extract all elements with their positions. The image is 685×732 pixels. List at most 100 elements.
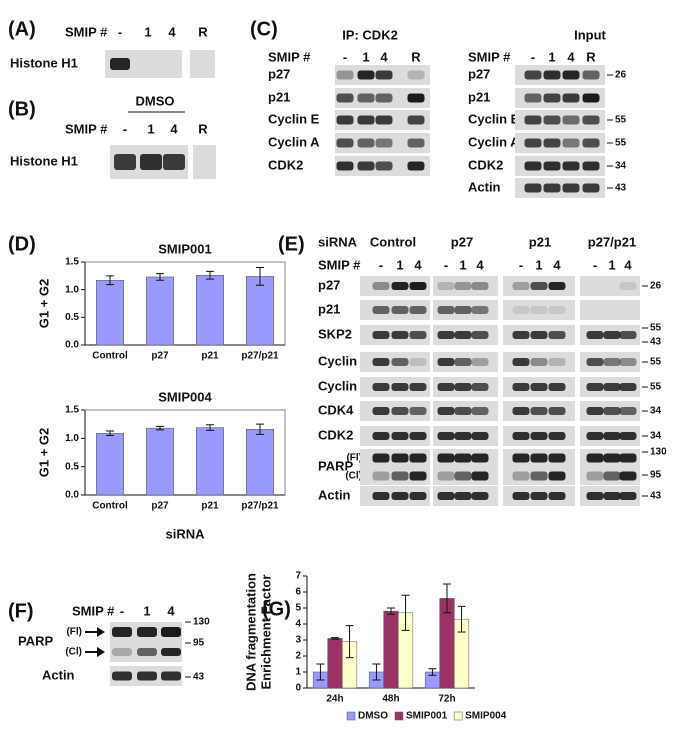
band xyxy=(336,93,354,103)
panel-label: (B) xyxy=(8,98,36,120)
band xyxy=(582,138,600,148)
y-tick-label: 7 xyxy=(295,571,301,582)
band xyxy=(336,161,354,171)
band xyxy=(437,331,455,339)
row-label: Cyclin E xyxy=(268,111,320,126)
band xyxy=(437,407,455,415)
lane-label: - xyxy=(444,257,448,272)
band xyxy=(140,154,162,170)
error-bar xyxy=(106,275,114,286)
marker-label: 43 xyxy=(650,337,662,348)
band xyxy=(586,492,604,500)
band xyxy=(409,432,427,440)
y-axis-label: G1 + G2 xyxy=(36,428,51,478)
smip-label: SMIP # xyxy=(318,257,361,272)
smip-label: SMIP # xyxy=(72,603,115,618)
panel-label: (A) xyxy=(8,18,36,40)
error-bar xyxy=(401,594,410,631)
band xyxy=(454,383,472,391)
band xyxy=(530,358,548,366)
band xyxy=(524,161,542,171)
band xyxy=(437,383,455,391)
lane-label: 1 xyxy=(143,603,150,618)
band xyxy=(512,306,530,314)
band xyxy=(619,471,637,481)
marker-label: 95 xyxy=(650,470,662,481)
band xyxy=(582,93,600,103)
band xyxy=(530,383,548,391)
row-label: p27 xyxy=(268,66,290,81)
x-tick-label: Control xyxy=(92,351,128,362)
band xyxy=(582,115,600,125)
band xyxy=(619,407,637,415)
band xyxy=(603,432,621,440)
band xyxy=(161,671,181,681)
band xyxy=(543,93,561,103)
band xyxy=(391,492,409,500)
row-label: SKP2 xyxy=(318,326,352,341)
band xyxy=(471,492,489,500)
band xyxy=(437,282,455,290)
band xyxy=(437,471,455,481)
band xyxy=(562,183,580,193)
row-label: CDK2 xyxy=(318,427,353,442)
band xyxy=(454,282,472,290)
error-bar xyxy=(156,273,164,281)
x-tick-label: p27 xyxy=(151,501,169,512)
form-label: (Cl) xyxy=(345,471,362,482)
section-title: IP: CDK2 xyxy=(342,27,398,42)
bar xyxy=(246,276,274,346)
band xyxy=(437,432,455,440)
smip-label: SMIP # xyxy=(65,121,108,136)
band xyxy=(112,648,132,656)
band xyxy=(562,161,580,171)
band xyxy=(586,383,604,391)
band xyxy=(372,407,390,415)
band xyxy=(471,358,489,366)
band xyxy=(471,453,489,463)
panel-label: (C) xyxy=(250,18,278,40)
row-label: Actin xyxy=(468,179,501,194)
band xyxy=(391,358,409,366)
band xyxy=(372,282,390,290)
band xyxy=(471,306,489,314)
legend-swatch xyxy=(394,711,404,721)
band xyxy=(603,492,621,500)
band xyxy=(454,432,472,440)
band xyxy=(437,453,455,463)
band xyxy=(161,627,181,637)
band xyxy=(391,407,409,415)
band xyxy=(543,115,561,125)
row-label: Actin xyxy=(318,487,351,502)
band xyxy=(530,432,548,440)
band xyxy=(336,115,354,125)
bar xyxy=(146,427,174,496)
panel-label: (G) xyxy=(262,598,291,620)
sirna-label: siRNA xyxy=(318,234,358,249)
lane-label: 4 xyxy=(476,257,484,272)
band xyxy=(548,383,566,391)
band xyxy=(407,138,425,148)
band xyxy=(524,70,542,80)
error-bar xyxy=(331,637,339,640)
lane-label: 4 xyxy=(170,121,178,136)
y-tick-label: 0.0 xyxy=(65,340,79,351)
band xyxy=(619,282,637,290)
error-bar xyxy=(206,270,214,280)
lane-label: - xyxy=(519,257,523,272)
band xyxy=(543,70,561,80)
marker-label: 34 xyxy=(650,431,662,442)
band xyxy=(562,138,580,148)
band xyxy=(375,161,393,171)
band xyxy=(562,93,580,103)
band xyxy=(437,358,455,366)
y-tick-label: 0 xyxy=(295,683,301,694)
row-label: Cyclin A xyxy=(268,134,320,149)
row-label: CDK4 xyxy=(318,402,354,417)
band xyxy=(548,331,566,339)
band xyxy=(619,432,637,440)
row-label: p21 xyxy=(318,301,340,316)
band xyxy=(372,492,390,500)
group-label: p21 xyxy=(529,234,551,249)
